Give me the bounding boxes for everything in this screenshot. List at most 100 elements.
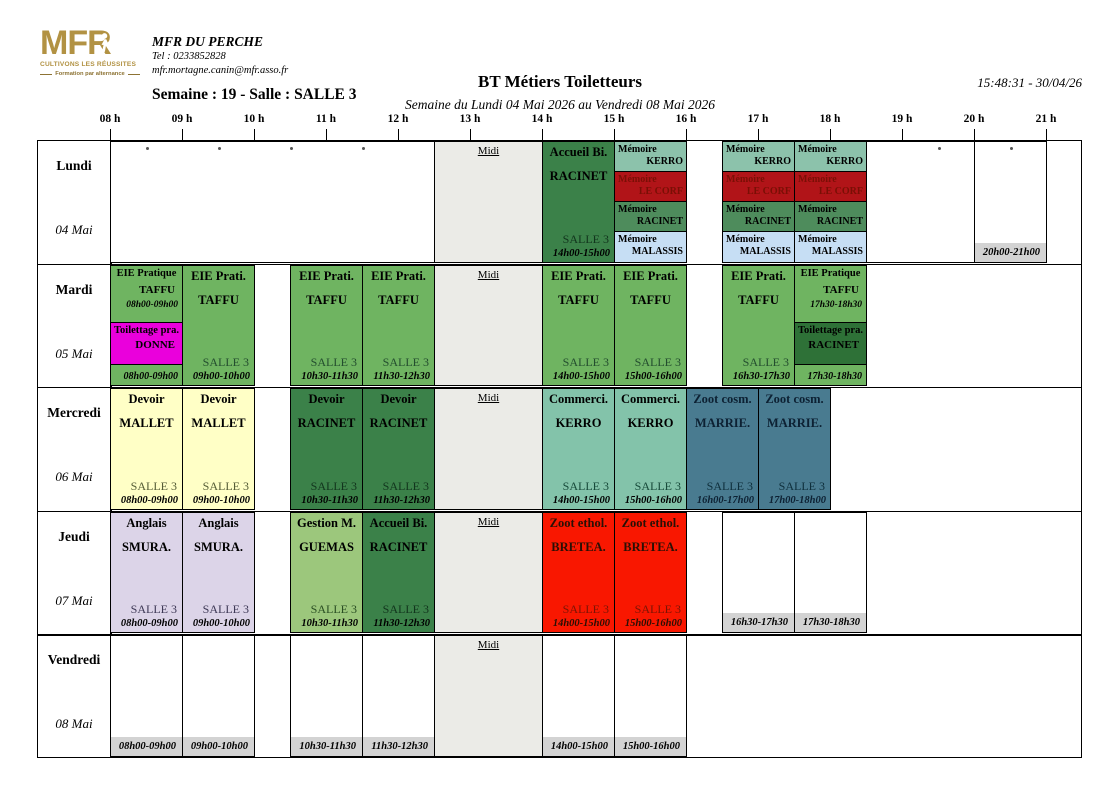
spacer [111, 431, 182, 479]
stack-course-block[interactable]: Mémoire RACINET [795, 201, 866, 232]
course-room: SALLE 3 [310, 478, 357, 493]
hour-label: 09 h [171, 113, 193, 125]
stack-course-block[interactable]: Mémoire KERRO [795, 142, 866, 172]
stack-course-block[interactable]: Mémoire KERRO [723, 142, 794, 172]
day-name: Lundi [56, 158, 92, 173]
course-title: Devoir [380, 392, 417, 407]
course-title: Devoir [308, 392, 345, 407]
course-block[interactable]: Accueil Bi. RACINET SALLE 3 14h00-15h00 [542, 141, 615, 263]
stack-course-block[interactable]: Mémoire MALASSIS [795, 231, 866, 262]
midi-label: Midi [477, 515, 500, 528]
stack-course-block[interactable]: Mémoire MALASSIS [723, 231, 794, 262]
course-block[interactable]: Devoir MALLET SALLE 3 09h00-10h00 [182, 388, 255, 510]
half-hour-dot [218, 147, 221, 150]
course-time: 14h00-15h00 [552, 618, 610, 630]
hour-tick-icon [1046, 129, 1047, 140]
course-title: EIE Prati. [623, 268, 678, 283]
course-title: EIE Pratique [116, 267, 177, 279]
course-block[interactable]: Toilettage pra. RACINET [795, 321, 866, 365]
course-block[interactable]: EIE Pratique TAFFU 08h00-09h00 [111, 266, 182, 322]
course-teacher: GUEMAS [299, 539, 354, 554]
course-teacher: MALASSIS [631, 245, 683, 257]
course-block[interactable]: Anglais SMURA. SALLE 3 08h00-09h00 [110, 511, 183, 634]
course-room: SALLE 3 [742, 355, 789, 370]
spacer [291, 431, 362, 479]
course-teacher: MALASSIS [739, 245, 791, 257]
org-tel: Tel : 0233852828 [152, 51, 226, 62]
course-title: Mémoire [618, 203, 657, 215]
stack-course-block[interactable]: Mémoire KERRO [615, 142, 686, 172]
hour-label: 08 h [99, 113, 121, 125]
stack-course-block[interactable]: Mémoire RACINET [723, 201, 794, 232]
stack-course-block[interactable]: Mémoire LE CORF [795, 171, 866, 202]
course-teacher: RACINET [816, 215, 863, 227]
course-block[interactable]: Commerci. KERRO SALLE 3 14h00-15h00 [542, 388, 615, 510]
course-block[interactable]: Zoot cosm. MARRIE. SALLE 3 16h00-17h00 [686, 388, 759, 510]
course-block[interactable]: EIE Prati. TAFFU SALLE 3 14h00-15h00 [542, 264, 615, 387]
spacer [111, 555, 182, 603]
stack-course-block[interactable]: Mémoire LE CORF [723, 171, 794, 202]
course-stack: Mémoire KERRO Mémoire LE CORF Mémoire RACINET… [614, 141, 687, 263]
course-block[interactable]: EIE Prati. TAFFU SALLE 3 10h30-11h30 [290, 264, 363, 387]
empty-slot: 20h00-21h00 [974, 141, 1047, 263]
midi-label: Midi [477, 392, 500, 405]
course-teacher: LE CORF [818, 185, 863, 197]
course-block[interactable]: Toilettage pra. DONNE [111, 321, 182, 365]
half-hour-dot [938, 147, 941, 150]
empty-slot: 15h00-16h00 [614, 635, 687, 757]
hour-tick-icon [470, 129, 471, 140]
course-teacher: BRETEA. [551, 539, 606, 554]
empty-slot: 11h30-12h30 [362, 635, 435, 757]
day-date: 04 Mai [55, 222, 93, 237]
course-room: SALLE 3 [310, 602, 357, 617]
course-block[interactable]: Gestion M. GUEMAS SALLE 3 10h30-11h30 [290, 511, 363, 634]
stack-course-block[interactable]: Mémoire MALASSIS [615, 231, 686, 262]
course-title: Mémoire [798, 173, 837, 185]
course-teacher: MALLET [191, 416, 246, 431]
course-title: Mémoire [798, 233, 837, 245]
course-room: SALLE 3 [382, 602, 429, 617]
course-block[interactable]: Devoir RACINET SALLE 3 11h30-12h30 [362, 388, 435, 510]
course-title: Zoot ethol. [621, 515, 680, 530]
course-title: Commerci. [620, 392, 681, 407]
stack-course-block[interactable]: Mémoire RACINET [615, 201, 686, 232]
course-time: 16h00-17h00 [696, 494, 754, 506]
slot-time-label: 14h00-15h00 [543, 736, 614, 756]
course-block-split[interactable]: EIE Pratique TAFFU 08h00-09h00 Toilettage p… [110, 264, 183, 387]
hour-label: 21 h [1035, 113, 1057, 125]
course-time: 08h00-09h00 [126, 299, 178, 310]
course-title: Toilettage pra. [114, 324, 179, 336]
course-time: 09h00-10h00 [192, 618, 250, 630]
hour-tick-icon [542, 129, 543, 140]
course-room: SALLE 3 [382, 355, 429, 370]
course-block[interactable]: Zoot ethol. BRETEA. SALLE 3 15h00-16h00 [614, 511, 687, 634]
logo-person-icon [101, 33, 109, 52]
row-divider [37, 634, 1082, 636]
course-title: Devoir [128, 392, 165, 407]
course-teacher: RACINET [808, 338, 859, 351]
course-block[interactable]: Commerci. KERRO SALLE 3 15h00-16h00 [614, 388, 687, 510]
empty-slot: 14h00-15h00 [542, 635, 615, 757]
course-stack: Mémoire KERRO Mémoire LE CORF Mémoire RACINET… [794, 141, 867, 263]
course-block[interactable]: EIE Prati. TAFFU SALLE 3 11h30-12h30 [362, 264, 435, 387]
course-block[interactable]: EIE Prati. TAFFU SALLE 3 16h30-17h30 [722, 264, 795, 387]
course-title: Mémoire [726, 203, 765, 215]
org-email: mfr.mortagne.canin@mfr.asso.fr [152, 65, 289, 76]
course-block[interactable]: Zoot cosm. MARRIE. SALLE 3 17h00-18h00 [758, 388, 831, 510]
course-block[interactable]: Accueil Bi. RACINET SALLE 3 11h30-12h30 [362, 511, 435, 634]
course-block-split[interactable]: EIE Pratique TAFFU 17h30-18h30 Toilettage p… [794, 264, 867, 387]
course-block[interactable]: Anglais SMURA. SALLE 3 09h00-10h00 [182, 511, 255, 634]
course-block[interactable]: Devoir RACINET SALLE 3 10h30-11h30 [290, 388, 363, 510]
course-title: Mémoire [726, 173, 765, 185]
course-block[interactable]: Zoot ethol. BRETEA. SALLE 3 14h00-15h00 [542, 511, 615, 634]
course-teacher: TAFFU [823, 283, 859, 296]
course-block[interactable]: EIE Prati. TAFFU SALLE 3 15h00-16h00 [614, 264, 687, 387]
spacer [363, 555, 434, 603]
stack-course-block[interactable]: Mémoire LE CORF [615, 171, 686, 202]
logo-tagline-2-text: Formation par alternance [55, 71, 125, 77]
course-block[interactable]: Devoir MALLET SALLE 3 08h00-09h00 [110, 388, 183, 510]
course-block[interactable]: EIE Pratique TAFFU 17h30-18h30 [795, 266, 866, 322]
slot-time-label: 08h00-09h00 [111, 736, 182, 756]
course-block[interactable]: EIE Prati. TAFFU SALLE 3 09h00-10h00 [182, 264, 255, 387]
hour-tick-icon [254, 129, 255, 140]
